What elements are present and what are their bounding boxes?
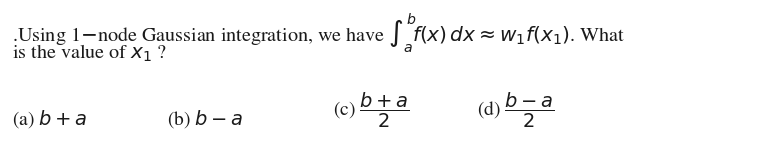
Text: is the value of $x_1$ ?: is the value of $x_1$ ? bbox=[12, 42, 167, 64]
Text: (c) $\dfrac{b+a}{2}$: (c) $\dfrac{b+a}{2}$ bbox=[333, 91, 410, 130]
Text: .Using 1$-$node Gaussian integration, we have $\int_a^b\! f(x)\,dx \approx w_1 f: .Using 1$-$node Gaussian integration, we… bbox=[12, 12, 625, 55]
Text: (a) $b + a$: (a) $b + a$ bbox=[12, 108, 88, 130]
Text: (d) $\dfrac{b-a}{2}$: (d) $\dfrac{b-a}{2}$ bbox=[477, 91, 555, 130]
Text: (b) $b - a$: (b) $b - a$ bbox=[167, 108, 243, 130]
